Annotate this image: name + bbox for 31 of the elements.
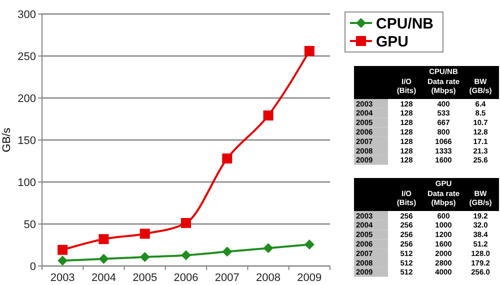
- x-tick-label: 2009: [297, 272, 322, 284]
- x-tick-label: 2005: [132, 272, 158, 284]
- y-axis-title: GB/s: [1, 127, 13, 152]
- point: [58, 256, 68, 266]
- legend-label: CPU/NB: [376, 15, 434, 32]
- y-tick-label: 0: [30, 260, 36, 273]
- y-tick-label: 250: [18, 50, 36, 63]
- point: [98, 254, 109, 264]
- y-tick-label: 150: [18, 134, 36, 147]
- point: [263, 110, 274, 120]
- point: [181, 250, 191, 260]
- point: [58, 244, 68, 255]
- point: [222, 153, 232, 164]
- y-tick-label: 200: [18, 92, 36, 105]
- y-tick-label: 50: [24, 218, 36, 231]
- point: [98, 234, 109, 244]
- legend-label: GPU: [376, 33, 409, 50]
- point: [263, 243, 274, 254]
- point: [222, 246, 232, 257]
- x-tick-label: 2006: [174, 272, 198, 284]
- point: [181, 218, 191, 228]
- y-tick-label: 300: [18, 8, 36, 21]
- x-tick-label: 2008: [256, 272, 281, 284]
- point: [140, 228, 150, 239]
- point: [304, 46, 314, 56]
- point: [140, 252, 150, 262]
- x-tick-label: 2004: [91, 272, 116, 284]
- x-tick-label: 2003: [50, 272, 75, 284]
- x-tick-label: 2007: [214, 272, 240, 284]
- point: [304, 239, 314, 250]
- y-tick-label: 100: [18, 176, 36, 189]
